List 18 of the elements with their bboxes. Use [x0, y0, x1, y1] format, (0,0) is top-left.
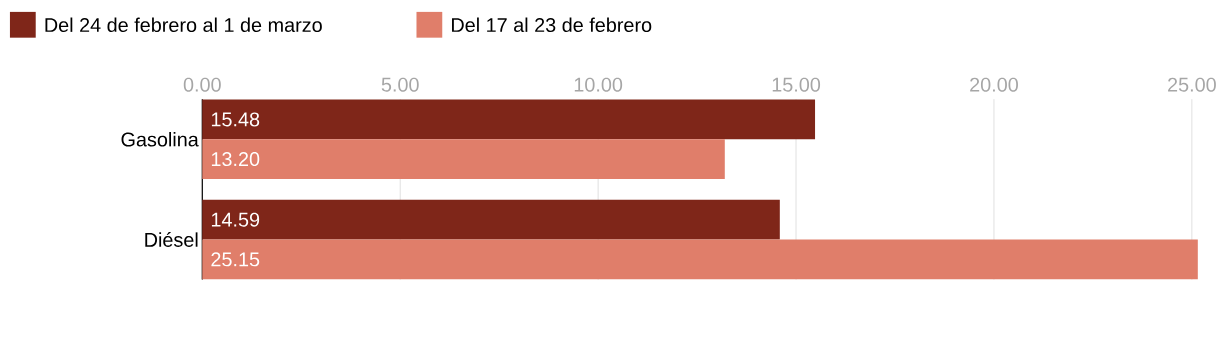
x-tick-label: 20.00	[970, 77, 1018, 92]
data-label: 25.15	[211, 252, 260, 267]
legend-label: Del 24 de febrero al 1 de marzo	[45, 17, 322, 33]
data-label: 15.48	[211, 112, 260, 127]
x-tick-label: 15.00	[772, 77, 821, 92]
bar	[202, 199, 780, 240]
bar	[202, 239, 1198, 280]
legend-label: Del 17 al 23 de febrero	[452, 17, 652, 33]
data-label: 13.20	[211, 152, 260, 167]
y-tick-label: Diésel	[145, 232, 198, 247]
x-tick-label: 25.00	[1168, 77, 1216, 92]
bar	[202, 99, 816, 140]
bar	[202, 139, 725, 179]
x-tick-label: 0.00	[183, 77, 221, 92]
x-tick-label: 10.00	[574, 77, 623, 92]
y-tick-label: Gasolina	[121, 132, 199, 147]
x-tick-label: 5.00	[381, 77, 419, 92]
data-label: 14.59	[211, 212, 260, 227]
